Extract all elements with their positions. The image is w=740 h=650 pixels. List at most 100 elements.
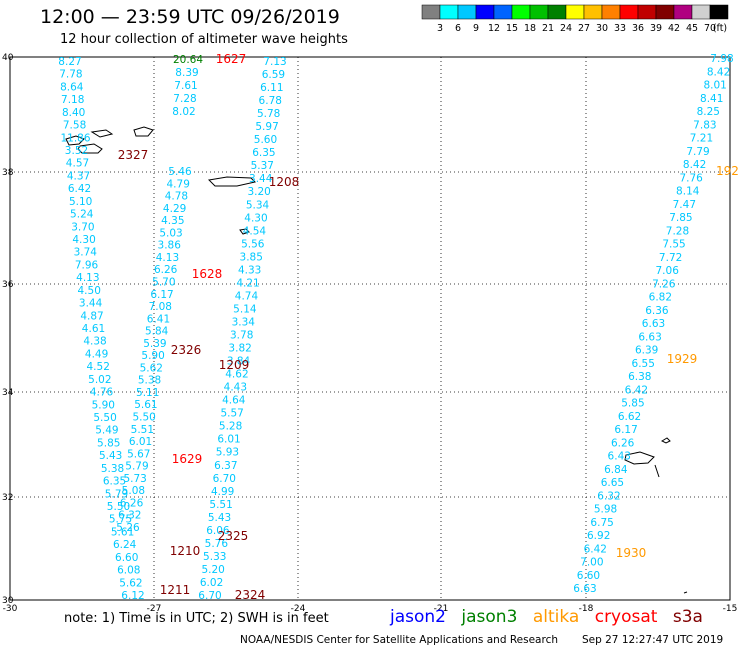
swh-value: 6.42 <box>625 384 648 396</box>
swh-value: 6.41 <box>147 313 170 325</box>
swh-value: 8.02 <box>172 106 195 118</box>
swh-value: 3.74 <box>74 247 98 259</box>
swh-value: 4.61 <box>82 323 105 335</box>
legend-s3a: s3a <box>672 607 703 627</box>
time-label: 2325 <box>218 529 249 543</box>
island-desertas <box>654 464 660 478</box>
colorbar-label: 9 <box>473 23 479 34</box>
time-label: 1930 <box>616 546 647 560</box>
swh-value: 5.49 <box>95 425 118 437</box>
time-label: 1628 <box>192 267 223 281</box>
swh-value: 5.03 <box>159 227 182 239</box>
swh-value: 4.35 <box>161 215 184 227</box>
colorbar-label: 3 <box>437 23 443 34</box>
time-label: 2326 <box>171 343 202 357</box>
longitude-label: -30 <box>3 604 18 614</box>
swh-value: 6.01 <box>217 434 240 446</box>
colorbar-label: 36 <box>632 23 644 34</box>
swh-value: 6.12 <box>121 590 144 602</box>
swh-value: 4.76 <box>90 387 114 399</box>
legend-altika: altika <box>532 607 580 627</box>
swh-value: 8.41 <box>700 93 723 105</box>
latitude-label: 30 <box>2 596 14 606</box>
swh-value: 5.38 <box>101 463 124 475</box>
colorbar-label: 15 <box>506 23 518 34</box>
swh-value: 4.49 <box>85 348 108 360</box>
colorbar-label: 30 <box>596 23 608 34</box>
swh-value: 7.83 <box>693 119 716 131</box>
time-label: 1210 <box>170 544 201 558</box>
colorbar-label: 42 <box>668 23 680 34</box>
time-label: 1208 <box>269 175 300 189</box>
swh-value: 6.01 <box>129 436 152 448</box>
swh-value: 7.47 <box>673 199 696 211</box>
swh-value: 5.90 <box>92 399 115 411</box>
swh-value: 4.52 <box>87 361 110 373</box>
swh-value: 6.70 <box>213 473 236 485</box>
swh-value: 4.78 <box>165 191 188 203</box>
swh-value: 4.33 <box>238 264 261 276</box>
swh-value: 8.01 <box>703 80 726 92</box>
swh-value: 4.38 <box>83 336 106 348</box>
island-terceira <box>133 126 154 137</box>
swh-value: 20.64 <box>173 54 203 66</box>
swh-value: 6.82 <box>649 292 672 304</box>
swh-value: 7.28 <box>173 93 196 105</box>
time-labels: 1627 2327 1208 1628 2326 1209 1629 2325 1210 1211… <box>118 52 739 602</box>
time-label: 2324 <box>235 588 266 602</box>
swh-value: 5.85 <box>97 437 120 449</box>
swh-value: 5.78 <box>257 108 280 120</box>
swh-value: 6.26 <box>154 264 178 276</box>
swh-value: 5.50 <box>132 412 155 424</box>
swh-value: 3.44 <box>79 298 103 310</box>
colorbar-label: 39 <box>650 23 662 34</box>
swh-value: 5.43 <box>99 450 122 462</box>
colorbar-label: 33 <box>614 23 626 34</box>
swh-value: 6.60 <box>115 552 138 564</box>
swh-value: 6.42 <box>584 543 607 555</box>
swh-value: 3.20 <box>247 186 270 198</box>
swh-value: 5.61 <box>111 526 134 538</box>
swh-value: 7.18 <box>61 94 84 106</box>
swh-value: 7.61 <box>174 80 197 92</box>
colorbar-label: 24 <box>560 23 572 34</box>
time-label: 2327 <box>118 148 149 162</box>
chart-title: 12:00 — 23:59 UTC 09/26/2019 <box>40 6 340 28</box>
colorbar-label: 18 <box>524 23 536 34</box>
swh-value: 4.57 <box>66 158 89 170</box>
swh-value: 5.34 <box>246 199 270 211</box>
legend-cryosat: cryosat <box>594 607 658 627</box>
swh-value: 7.26 <box>652 278 676 290</box>
latitude-label: 34 <box>2 388 14 398</box>
color-scale-bar: 3 6 9 12 15 18 21 24 27 30 33 36 39 42 45 70(ft) <box>421 4 729 34</box>
longitude-label: -24 <box>291 604 306 614</box>
swh-value: 5.84 <box>145 326 169 338</box>
island-corvo-faial <box>77 143 103 154</box>
swh-value: 5.85 <box>621 398 644 410</box>
swh-value: 7.58 <box>63 120 86 132</box>
swh-value: 4.30 <box>244 212 267 224</box>
swh-value: 6.06 <box>206 525 230 537</box>
swh-value: 4.99 <box>211 486 234 498</box>
footer-credit: NOAA/NESDIS Center for Satellite Applica… <box>240 634 558 646</box>
swh-value: 4.54 <box>243 225 267 237</box>
swh-value: 5.61 <box>134 399 157 411</box>
swh-value: 8.42 <box>707 66 730 78</box>
swh-value: 4.29 <box>163 203 186 215</box>
swh-value: 5.11 <box>136 387 159 399</box>
swh-value: 5.70 <box>152 276 175 288</box>
swh-value: 7.21 <box>690 133 713 145</box>
swh-value: 6.35 <box>103 476 126 488</box>
legend-jason2: jason2 <box>390 607 446 627</box>
swh-value: 4.79 <box>167 178 190 190</box>
swh-value: 3.84 <box>227 356 251 368</box>
swh-value: 6.38 <box>628 371 651 383</box>
swh-value: 6.42 <box>68 183 91 195</box>
swh-value: 6.26 <box>120 497 144 509</box>
swh-value: 8.40 <box>62 107 85 119</box>
latitude-label: 32 <box>2 493 13 503</box>
swh-value: 3.70 <box>71 221 94 233</box>
swh-value: 7.55 <box>662 239 685 251</box>
swh-value: 6.32 <box>597 490 620 502</box>
